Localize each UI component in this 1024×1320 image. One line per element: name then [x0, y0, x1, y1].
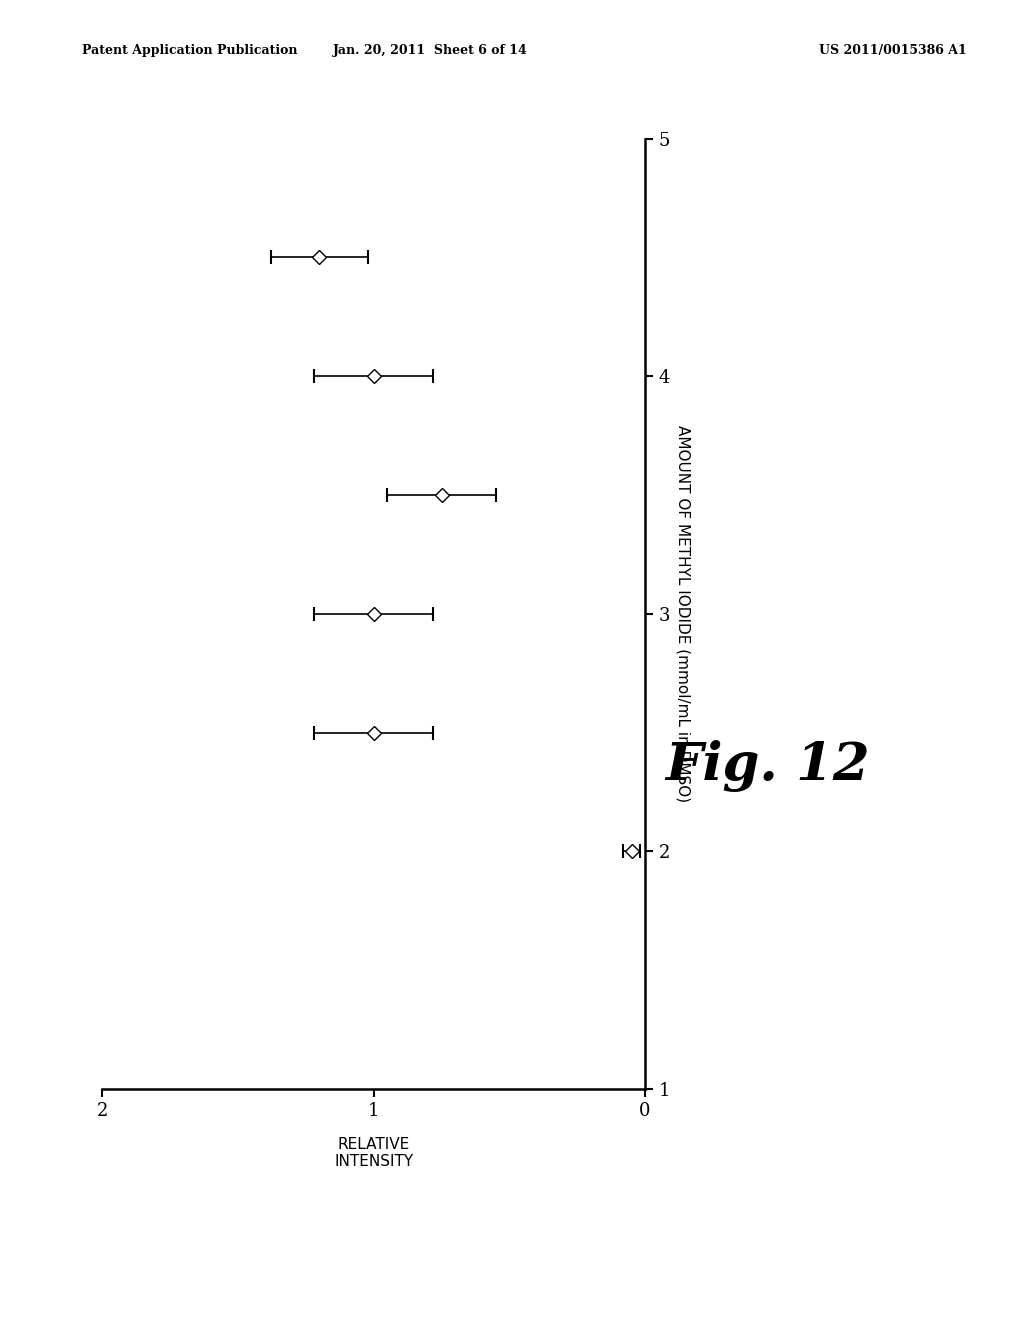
- Text: Fig. 12: Fig. 12: [666, 739, 870, 792]
- Y-axis label: AMOUNT OF METHYL IODIDE (mmol/mL in DMSO): AMOUNT OF METHYL IODIDE (mmol/mL in DMSO…: [676, 425, 690, 803]
- Text: Patent Application Publication: Patent Application Publication: [82, 44, 297, 57]
- Text: Jan. 20, 2011  Sheet 6 of 14: Jan. 20, 2011 Sheet 6 of 14: [333, 44, 527, 57]
- X-axis label: RELATIVE
INTENSITY: RELATIVE INTENSITY: [334, 1137, 414, 1170]
- Text: US 2011/0015386 A1: US 2011/0015386 A1: [819, 44, 967, 57]
